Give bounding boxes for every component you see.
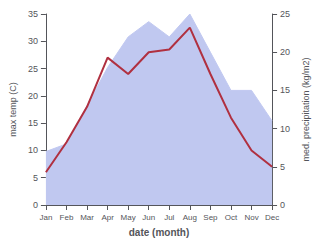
svg-text:Mar: Mar bbox=[80, 213, 94, 222]
svg-text:May: May bbox=[121, 213, 136, 222]
svg-text:0: 0 bbox=[280, 200, 285, 210]
svg-text:Jan: Jan bbox=[39, 213, 52, 222]
svg-text:Nov: Nov bbox=[244, 213, 258, 222]
svg-text:15: 15 bbox=[28, 118, 38, 128]
svg-text:25: 25 bbox=[280, 9, 290, 19]
svg-text:max temp (C): max temp (C) bbox=[8, 82, 18, 137]
svg-text:Apr: Apr bbox=[101, 213, 114, 222]
svg-text:0: 0 bbox=[33, 200, 38, 210]
svg-text:30: 30 bbox=[28, 36, 38, 46]
svg-text:Dec: Dec bbox=[265, 213, 279, 222]
svg-text:20: 20 bbox=[28, 91, 38, 101]
svg-text:Aug: Aug bbox=[183, 213, 197, 222]
svg-text:5: 5 bbox=[280, 162, 285, 172]
svg-text:med. precipitation (kg/m2): med. precipitation (kg/m2) bbox=[301, 57, 311, 161]
svg-text:15: 15 bbox=[280, 85, 290, 95]
svg-text:20: 20 bbox=[280, 47, 290, 57]
svg-text:Sep: Sep bbox=[203, 213, 218, 222]
svg-text:10: 10 bbox=[28, 145, 38, 155]
svg-text:35: 35 bbox=[28, 9, 38, 19]
svg-text:Feb: Feb bbox=[60, 213, 74, 222]
svg-text:date (month): date (month) bbox=[129, 227, 190, 238]
svg-text:5: 5 bbox=[33, 173, 38, 183]
svg-text:25: 25 bbox=[28, 64, 38, 74]
svg-text:Jun: Jun bbox=[142, 213, 155, 222]
svg-text:10: 10 bbox=[280, 124, 290, 134]
svg-text:Jul: Jul bbox=[164, 213, 174, 222]
svg-text:Oct: Oct bbox=[225, 213, 238, 222]
